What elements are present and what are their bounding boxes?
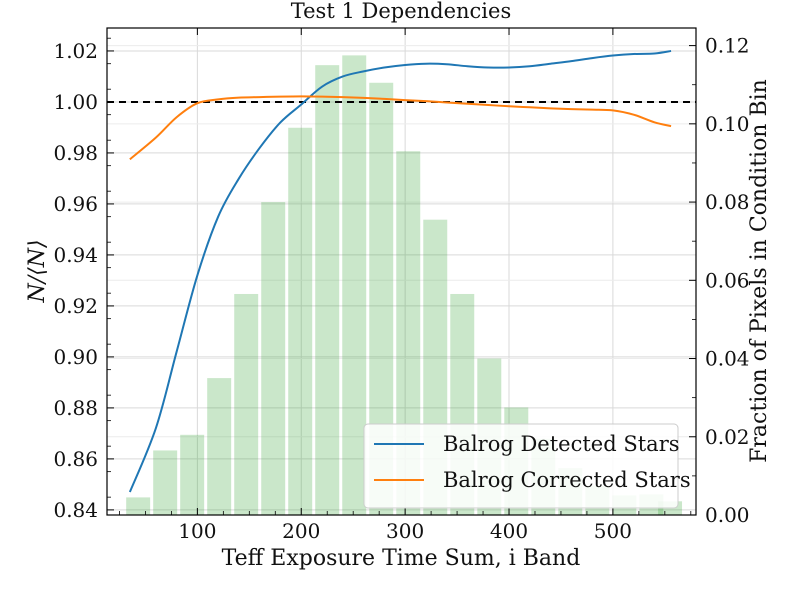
histogram-bar: [180, 434, 205, 515]
histogram-bar: [315, 65, 340, 515]
histogram-bar: [369, 82, 394, 515]
y-tick-label: 0.94: [53, 243, 98, 267]
axes: [106, 27, 697, 516]
ticks: 100 200 300 400 500 0.84 0.86 0.88 0.90 0.92 0.94 0…: [53, 28, 750, 543]
series-lines: [128, 49, 672, 493]
histogram-bar: [261, 202, 286, 515]
y2-tick-label: 0.10: [705, 112, 750, 136]
y-tick-label: 0.84: [53, 498, 98, 522]
y2-tick-label: 0.04: [705, 347, 750, 371]
histogram-bar: [288, 127, 313, 516]
y2-tick-label: 0.02: [705, 425, 750, 449]
x-tick-label: 100: [178, 519, 216, 543]
y2-tick-label: 0.12: [705, 34, 750, 58]
y-tick-label: 1.00: [53, 90, 98, 114]
y-tick-label: 0.98: [53, 141, 98, 165]
histogram-bar: [153, 450, 178, 515]
x-tick-label: 200: [282, 519, 320, 543]
y-tick-label: 0.96: [53, 192, 98, 216]
y-tick-label: 0.90: [53, 345, 98, 369]
histogram-bar: [207, 378, 232, 515]
series-line-detected: [128, 49, 672, 493]
y-axis-title: N/⟨N⟩: [25, 239, 50, 303]
x-tick-label: 400: [490, 519, 528, 543]
grid: [107, 28, 696, 516]
y2-tick-label: 0.06: [705, 268, 750, 292]
x-axis-title: Teff Exposure Time Sum, i Band: [222, 546, 581, 571]
legend: Balrog Detected Stars Balrog Corrected S…: [363, 423, 691, 509]
histogram-bar: [126, 497, 151, 515]
chart-title: Test 1 Dependencies: [291, 0, 511, 23]
legend-label-detected: Balrog Detected Stars: [443, 432, 680, 456]
y2-tick-label: 0.00: [705, 503, 750, 527]
histogram-bar: [342, 55, 367, 515]
x-tick-label: 300: [386, 519, 424, 543]
legend-label-corrected: Balrog Corrected Stars: [443, 468, 691, 492]
x-tick-label: 500: [594, 519, 632, 543]
series-line-corrected: [129, 95, 672, 161]
y-tick-label: 0.86: [53, 447, 98, 471]
y-tick-label: 1.02: [53, 39, 98, 63]
y2-axis-title: Fraction of Pixels in Condition Bin: [747, 79, 772, 463]
y-tick-label: 0.88: [53, 396, 98, 420]
plot-frame: [106, 27, 697, 516]
y2-tick-label: 0.08: [705, 190, 750, 214]
legend-box: [363, 423, 679, 509]
y-tick-label: 0.92: [53, 294, 98, 318]
histogram-bar: [234, 293, 259, 515]
